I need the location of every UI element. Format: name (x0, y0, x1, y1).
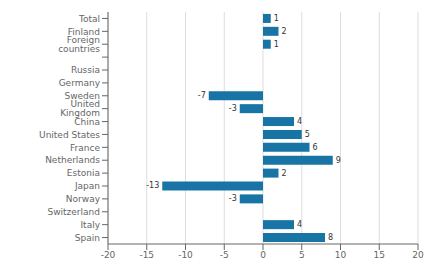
svg-text:Finland: Finland (67, 26, 100, 37)
svg-text:Germany: Germany (59, 78, 101, 88)
svg-text:-5: -5 (220, 250, 229, 260)
svg-text:Estonia: Estonia (67, 168, 100, 178)
svg-text:6: 6 (313, 143, 318, 152)
svg-text:Russia: Russia (71, 65, 100, 75)
svg-text:-10: -10 (178, 250, 193, 260)
svg-text:China: China (74, 117, 100, 127)
svg-text:15: 15 (374, 250, 385, 260)
svg-text:Sweden: Sweden (64, 91, 100, 101)
svg-text:Foreigncountries: Foreigncountries (58, 35, 100, 54)
svg-text:10: 10 (335, 250, 347, 260)
svg-text:0: 0 (260, 250, 266, 260)
svg-text:-13: -13 (146, 181, 159, 190)
svg-text:Netherlands: Netherlands (45, 155, 100, 165)
svg-text:1: 1 (274, 40, 279, 49)
svg-text:Spain: Spain (75, 233, 100, 243)
svg-text:-7: -7 (198, 91, 206, 100)
svg-text:Norway: Norway (66, 194, 101, 204)
svg-text:4: 4 (297, 117, 302, 126)
svg-text:United States: United States (39, 130, 100, 140)
svg-text:Switzerland: Switzerland (48, 207, 101, 217)
svg-text:Italy: Italy (80, 220, 100, 230)
svg-text:UnitedKingdom: UnitedKingdom (60, 99, 100, 118)
svg-text:-15: -15 (139, 250, 154, 260)
svg-text:2: 2 (282, 27, 287, 36)
svg-text:-20: -20 (101, 250, 116, 260)
svg-text:20: 20 (412, 250, 424, 260)
svg-text:-3: -3 (229, 194, 237, 203)
svg-text:1: 1 (274, 14, 279, 23)
svg-text:2: 2 (282, 169, 287, 178)
svg-text:8: 8 (328, 233, 333, 242)
svg-text:9: 9 (336, 156, 341, 165)
svg-text:-3: -3 (229, 104, 237, 113)
svg-text:5: 5 (299, 250, 305, 260)
svg-text:5: 5 (305, 130, 310, 139)
svg-text:Total: Total (78, 14, 100, 24)
svg-text:4: 4 (297, 220, 302, 229)
svg-text:Japan: Japan (74, 181, 100, 191)
svg-text:France: France (70, 143, 100, 153)
